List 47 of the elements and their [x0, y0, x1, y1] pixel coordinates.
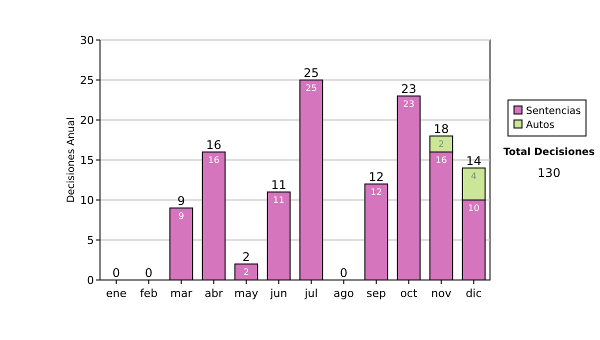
x-tick-label: may [234, 287, 259, 300]
total-label: 23 [401, 82, 416, 96]
total-label: 0 [144, 266, 153, 280]
y-tick-label: 30 [80, 34, 94, 47]
x-tick-label: feb [140, 287, 158, 300]
data-label: 11 [273, 196, 284, 206]
y-tick-label: 25 [80, 74, 94, 87]
text: 130 [538, 166, 560, 180]
total-label: 2 [242, 250, 250, 264]
x-tick-label: jun [269, 287, 288, 300]
total-label: 9 [177, 194, 186, 208]
total-label: 14 [466, 154, 482, 168]
data-label: 16 [436, 156, 448, 166]
total-label: 12 [368, 170, 384, 184]
data-label: 23 [403, 100, 414, 110]
y-tick-label: 5 [87, 234, 94, 247]
x-tick-label: mar [170, 287, 193, 300]
x-tick-label: sep [366, 287, 386, 300]
data-label: 16 [208, 156, 220, 166]
total-label: 25 [304, 66, 319, 80]
total-label: 18 [434, 122, 449, 136]
legend-label: Sentencias [526, 106, 581, 117]
data-label: 9 [178, 212, 184, 222]
data-label: 2 [243, 268, 250, 278]
data-label: 25 [306, 84, 317, 94]
total-label: 0 [112, 266, 120, 280]
data-label: 4 [470, 172, 477, 182]
total-label: 0 [340, 266, 348, 280]
data-label: 10 [468, 204, 480, 214]
data-label: 12 [370, 188, 382, 198]
y-tick-label: 15 [80, 154, 94, 167]
y-tick-label: 10 [80, 194, 94, 207]
x-tick-label: ene [106, 287, 127, 300]
y-axis-title: Decisiones Anual [66, 117, 77, 203]
x-tick-label: nov [431, 287, 452, 300]
total-label: 16 [206, 138, 222, 152]
x-tick-label: oct [400, 287, 418, 300]
x-tick-label: ago [334, 287, 354, 300]
y-tick-label: 0 [87, 274, 94, 287]
text: Total Decisiones [503, 147, 595, 158]
x-tick-label: abr [204, 287, 224, 300]
total-label: 11 [271, 178, 286, 192]
y-tick-label: 20 [80, 114, 94, 127]
data-label: 2 [438, 140, 444, 150]
legend-label: Autos [526, 120, 554, 131]
x-tick-label: dic [466, 287, 482, 300]
x-tick-label: jul [304, 287, 318, 300]
